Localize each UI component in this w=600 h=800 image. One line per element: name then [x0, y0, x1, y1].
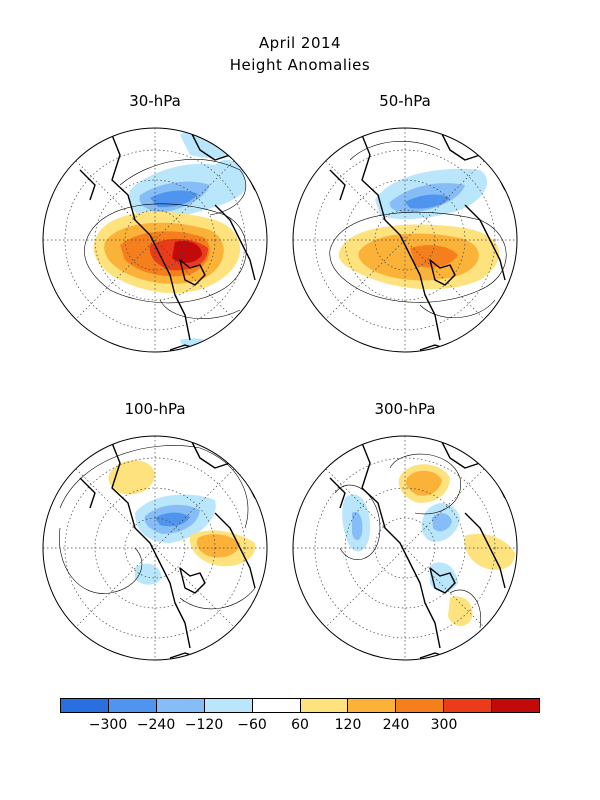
colorbar-tick-label: 120: [334, 717, 362, 733]
figure-title: April 2014: [258, 34, 342, 52]
colorbar-swatch: [492, 699, 540, 712]
panel-label-300hpa: 300-hPa: [374, 400, 436, 418]
colorbar-swatch: [61, 699, 109, 712]
map-50hpa: [292, 127, 518, 353]
colorbar-tick-label: −300: [88, 717, 128, 733]
colorbar-swatch: [300, 699, 349, 712]
colorbar-tick-label: 300: [430, 717, 458, 733]
colorbar-swatch: [396, 699, 445, 712]
map-30hpa: [42, 127, 268, 353]
panel-label-30hpa: 30-hPa: [129, 92, 181, 110]
positive-anomaly-region: [108, 460, 155, 495]
colorbar-swatch: [204, 699, 253, 712]
colorbar-swatch: [252, 699, 301, 712]
colorbar-tick-label: −120: [184, 717, 224, 733]
colorbar-swatch: [156, 699, 205, 712]
colorbar-swatch: [444, 699, 493, 712]
figure-subtitle: Height Anomalies: [229, 56, 371, 74]
colorbar: [60, 698, 540, 713]
colorbar-tick-label: −240: [136, 717, 176, 733]
colorbar-swatch: [108, 699, 157, 712]
panel-label-50hpa: 50-hPa: [379, 92, 431, 110]
map-300hpa: [292, 435, 518, 661]
colorbar-tick-label: 60: [291, 717, 309, 733]
colorbar-tick-label: 240: [382, 717, 410, 733]
colorbar-tick-label: −60: [237, 717, 267, 733]
map-100hpa: [42, 435, 268, 661]
colorbar-swatch: [348, 699, 397, 712]
panel-label-100hpa: 100-hPa: [124, 400, 186, 418]
